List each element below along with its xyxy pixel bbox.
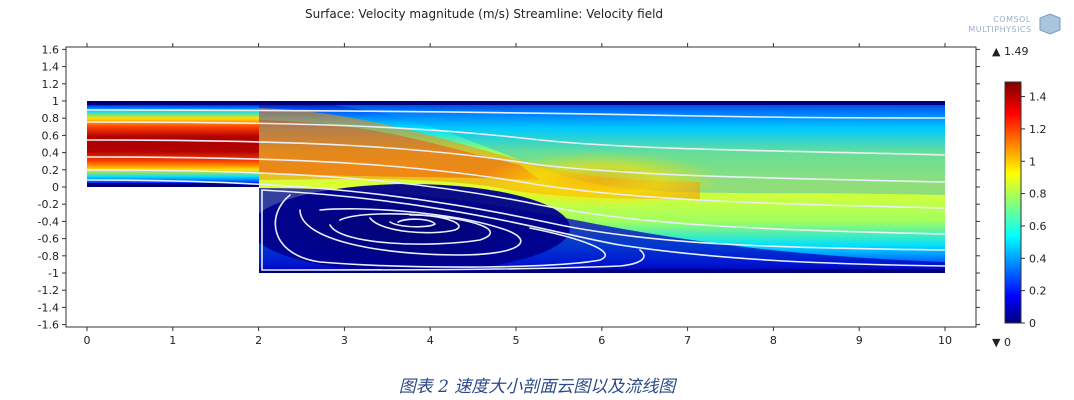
colorbar-tick-label: 0.6 [1029, 220, 1047, 233]
brand-line2: MULTIPHYSICS [968, 25, 1031, 34]
colorbar-max-label: ▲ 1.49 [992, 45, 1028, 58]
streamline [299, 208, 522, 256]
y-tick-label: 0.4 [42, 147, 60, 160]
y-tick-label: -0.2 [38, 198, 59, 211]
streamline [86, 156, 946, 209]
cube-icon [1039, 13, 1061, 35]
brand-line1: COMSOL [993, 15, 1031, 24]
x-tick-label: 1 [169, 334, 176, 347]
streamline [86, 179, 946, 251]
streamlines [86, 109, 946, 271]
colorbar-tick-label: 1.2 [1029, 123, 1047, 136]
x-tick-label: 2 [255, 334, 262, 347]
colorbar [1004, 81, 1022, 324]
colorbar-tick-label: 0 [1029, 317, 1036, 330]
colorbar-tick-label: 0.4 [1029, 252, 1047, 265]
streamline [274, 194, 607, 268]
streamline [389, 218, 437, 228]
y-tick-label: 1.4 [42, 61, 60, 74]
y-tick-label: 0 [52, 181, 59, 194]
streamline [86, 121, 946, 156]
y-tick-label: -1 [48, 267, 59, 280]
streamline [329, 213, 492, 245]
streamline [261, 189, 645, 271]
y-tick-label: 1.2 [42, 78, 60, 91]
figure-caption: 图表 2 速度大小剖面云图以及流线图 [398, 377, 676, 397]
y-tick-label: 0.6 [42, 129, 60, 142]
x-tick-label: 6 [598, 334, 605, 347]
y-tick-label: 0.2 [42, 164, 60, 177]
streamline [369, 214, 460, 234]
colorbar-min-label: ▼ 0 [992, 336, 1011, 349]
x-tick-label: 0 [84, 334, 91, 347]
streamline [86, 139, 946, 183]
comsol-logo: COMSOL MULTIPHYSICS [968, 13, 1061, 35]
velocity-surface [87, 101, 945, 273]
y-tick-label: 1 [52, 95, 59, 108]
colorbar-ticks: 1.4 1.2 1 0.8 0.6 0.4 0.2 0 [1021, 91, 1047, 330]
streamline [261, 189, 946, 267]
axis-ticks: 0 1 2 3 4 5 6 7 8 9 10 1.6 1.4 1.2 1 0.8 0.6 0.4 0.2 0 -0.2 -… [38, 43, 980, 347]
y-tick-label: -0.6 [38, 233, 59, 246]
x-tick-label: 5 [513, 334, 520, 347]
y-tick-label: -1.2 [38, 284, 59, 297]
x-tick-label: 9 [856, 334, 863, 347]
x-tick-label: 4 [427, 334, 434, 347]
x-tick-label: 7 [684, 334, 691, 347]
colorbar-tick-label: 1.4 [1029, 91, 1047, 104]
y-tick-label: -0.8 [38, 250, 59, 263]
y-tick-label: -1.4 [38, 301, 59, 314]
y-tick-label: 0.8 [42, 112, 60, 125]
colorbar-tick-label: 0.8 [1029, 188, 1047, 201]
chart-title: Surface: Velocity magnitude (m/s) Stream… [305, 7, 663, 21]
colorbar-tick-label: 0.2 [1029, 285, 1047, 298]
y-tick-label: 1.6 [42, 43, 60, 56]
y-tick-label: -0.4 [38, 215, 59, 228]
streamline [86, 109, 946, 119]
colorbar-tick-label: 1 [1029, 155, 1036, 168]
x-tick-label: 8 [770, 334, 777, 347]
x-tick-label: 10 [938, 334, 952, 347]
x-tick-label: 3 [341, 334, 348, 347]
y-tick-label: -1.6 [38, 319, 59, 332]
streamline [86, 169, 946, 235]
